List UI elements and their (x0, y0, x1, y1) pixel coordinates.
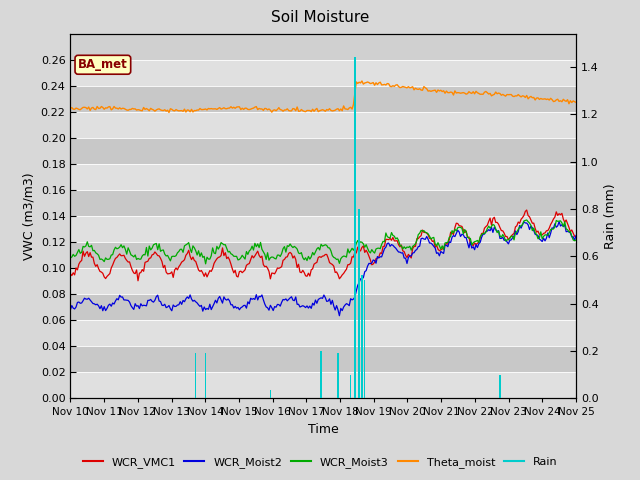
Bar (355, 57, 356, 398)
Bar (269, 390, 271, 398)
Legend: WCR_VMC1, WCR_Moist2, WCR_Moist3, Theta_moist, Rain: WCR_VMC1, WCR_Moist2, WCR_Moist3, Theta_… (78, 452, 562, 472)
Bar (350, 375, 351, 398)
Bar (70, 86, 576, 112)
Bar (70, 164, 576, 190)
Bar (358, 209, 360, 398)
Bar (70, 190, 576, 216)
Bar (70, 138, 576, 164)
Text: BA_met: BA_met (78, 58, 128, 71)
Text: Soil Moisture: Soil Moisture (271, 10, 369, 24)
Bar (70, 268, 576, 294)
X-axis label: Time: Time (308, 423, 339, 436)
Y-axis label: VWC (m3/m3): VWC (m3/m3) (22, 172, 35, 260)
Bar (195, 353, 196, 398)
Bar (362, 275, 363, 398)
Bar (70, 112, 576, 138)
Bar (70, 372, 576, 398)
Bar (70, 294, 576, 320)
Bar (205, 353, 206, 398)
Bar (70, 320, 576, 346)
Bar (499, 375, 500, 398)
Y-axis label: Rain (mm): Rain (mm) (604, 183, 617, 249)
Bar (70, 60, 576, 86)
Bar (321, 351, 322, 398)
Bar (337, 353, 339, 398)
Bar (70, 346, 576, 372)
Bar (70, 242, 576, 268)
Bar (70, 216, 576, 242)
Bar (364, 280, 365, 398)
